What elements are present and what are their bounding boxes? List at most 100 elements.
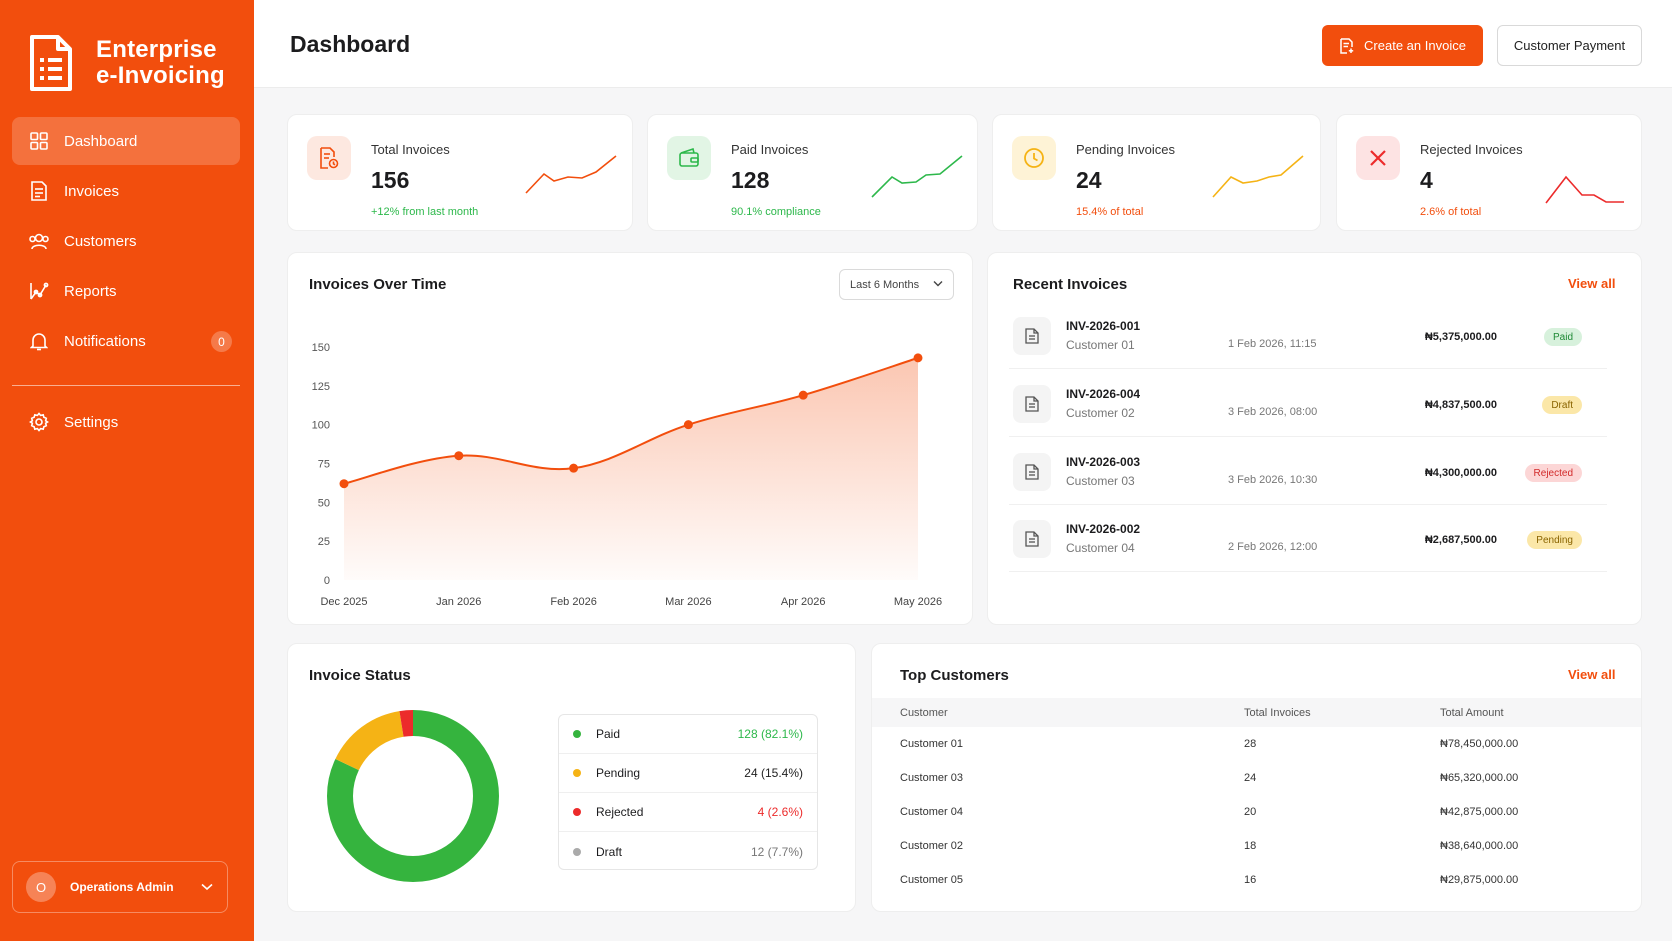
sidebar-item-settings[interactable]: Settings <box>12 398 240 446</box>
table-row[interactable]: Customer 01 28 ₦78,450,000.00 <box>872 727 1641 761</box>
legend-name: Rejected <box>596 805 644 819</box>
time-range-dropdown[interactable]: Last 6 Months <box>839 269 954 300</box>
donut-slice-rejected[interactable] <box>327 710 499 882</box>
document-icon <box>1013 520 1051 558</box>
table-row[interactable]: INV-2026-003 Customer 03 3 Feb 2026, 10:30… <box>1009 439 1607 505</box>
sidebar-item-label: Settings <box>64 413 119 431</box>
data-point[interactable] <box>913 353 923 363</box>
customer-name: Customer 04 <box>900 806 963 818</box>
y-tick-label: 75 <box>318 459 330 471</box>
x-icon <box>1356 136 1400 180</box>
user-menu[interactable]: O Operations Admin <box>12 861 228 913</box>
data-point[interactable] <box>798 390 808 400</box>
legend-value: 24 (15.4%) <box>744 766 803 780</box>
create-invoice-button[interactable]: Create an Invoice <box>1322 25 1483 66</box>
stat-label: Pending Invoices <box>1076 142 1176 157</box>
x-tick-label: Feb 2026 <box>550 596 596 608</box>
column-header: Total Invoices <box>1244 706 1311 719</box>
invoice-customer: Customer 01 <box>1066 338 1135 352</box>
sidebar-nav: Dashboard Invoices Customers Reports Not… <box>12 117 240 448</box>
recent-invoices-view-all-link[interactable]: View all <box>1568 276 1616 291</box>
document-icon <box>1013 453 1051 491</box>
sidebar-item-dashboard[interactable]: Dashboard <box>12 117 240 165</box>
users-icon <box>28 230 50 252</box>
status-badge: Pending <box>1527 531 1582 549</box>
grid-icon <box>28 130 50 152</box>
total-invoices-sparkline <box>525 155 617 194</box>
legend-value: 12 (7.7%) <box>750 844 803 859</box>
invoices-line-chart: 0 25 50 75 100 125 150 Dec 2025 Jan 2026 Feb 2026… <box>312 342 943 608</box>
avatar: O <box>26 872 56 902</box>
brand-name: Enterprise e-Invoicing <box>96 37 225 89</box>
card-title: Top Customers <box>900 667 1009 684</box>
sidebar-item-customers[interactable]: Customers <box>12 217 240 265</box>
table-row[interactable]: INV-2026-004 Customer 02 3 Feb 2026, 08:00… <box>1009 371 1607 437</box>
sidebar-item-label: Customers <box>64 232 137 250</box>
customer-payment-button[interactable]: Customer Payment <box>1497 25 1642 66</box>
data-point[interactable] <box>683 420 693 430</box>
y-tick-label: 100 <box>312 420 330 432</box>
status-legend: Paid 128 (82.1%) Pending 24 (15.4%) Reje… <box>558 714 818 870</box>
stat-card-pending-invoices: Pending Invoices 24 15.4% of total <box>992 114 1321 231</box>
invoice-customer: Customer 04 <box>1066 541 1135 555</box>
table-row[interactable]: Customer 02 18 ₦38,640,000.00 <box>872 829 1641 863</box>
stat-value: 156 <box>371 167 410 193</box>
legend-value: 4 (2.6%) <box>757 805 803 819</box>
customer-name: Customer 03 <box>900 772 963 784</box>
card-title: Invoices Over Time <box>309 276 447 293</box>
invoice-amount: ₦2,687,500.00 <box>1424 534 1497 546</box>
legend-name: Pending <box>596 766 641 780</box>
top-header: Dashboard Create an Invoice Customer Pay… <box>254 0 1672 88</box>
stat-value: 24 <box>1076 167 1102 193</box>
y-tick-label: 50 <box>318 497 330 509</box>
card-title: Recent Invoices <box>1013 276 1128 293</box>
table-row[interactable]: INV-2026-001 Customer 01 1 Feb 2026, 11:15… <box>1009 303 1607 369</box>
stat-value: 4 <box>1420 167 1433 193</box>
area-fill <box>344 357 918 580</box>
sidebar-item-reports[interactable]: Reports <box>12 267 240 315</box>
page-title: Dashboard <box>290 31 411 57</box>
stat-subtext: 2.6% of total <box>1420 206 1482 218</box>
stat-card-paid-invoices: Paid Invoices 128 90.1% compliance <box>647 114 978 231</box>
x-tick-label: Dec 2025 <box>320 596 367 608</box>
sidebar-item-label: Invoices <box>64 182 120 200</box>
invoice-icon <box>28 180 50 202</box>
stat-label: Total Invoices <box>371 142 450 157</box>
invoice-add-icon <box>1340 37 1354 54</box>
legend-name: Draft <box>596 844 623 859</box>
legend-dot <box>573 730 581 738</box>
invoice-date: 2 Feb 2026, 12:00 <box>1228 541 1318 553</box>
data-point[interactable] <box>569 463 579 473</box>
customer-name: Customer 05 <box>900 874 963 886</box>
clock-icon <box>1012 136 1056 180</box>
invoice-customer: Customer 02 <box>1066 406 1135 420</box>
data-point[interactable] <box>454 451 464 461</box>
sidebar-item-invoices[interactable]: Invoices <box>12 167 240 215</box>
pending-invoices-sparkline <box>1212 155 1304 198</box>
sidebar-item-notifications[interactable]: Notifications 0 <box>12 317 240 365</box>
top-customers-view-all-link[interactable]: View all <box>1568 667 1616 682</box>
card-title: Invoice Status <box>309 667 411 684</box>
total-invoices: 18 <box>1244 840 1257 852</box>
data-point[interactable] <box>339 479 349 489</box>
time-range-value: Last 6 Months <box>850 278 920 291</box>
invoice-date: 3 Feb 2026, 10:30 <box>1228 474 1318 486</box>
table-row[interactable]: Customer 03 24 ₦65,320,000.00 <box>872 761 1641 795</box>
y-tick-label: 25 <box>318 536 330 548</box>
stat-label: Paid Invoices <box>731 142 809 157</box>
legend-row-draft: Draft 12 (7.7%) <box>559 832 817 871</box>
sidebar-divider <box>12 385 240 386</box>
invoice-date: 1 Feb 2026, 11:15 <box>1228 338 1317 350</box>
series-line <box>343 356 919 485</box>
invoice-id: INV-2026-002 <box>1066 522 1141 536</box>
notification-count-badge: 0 <box>211 331 232 352</box>
wallet-icon <box>667 136 711 180</box>
table-row[interactable]: Customer 04 20 ₦42,875,000.00 <box>872 795 1641 829</box>
stat-value: 128 <box>731 167 770 193</box>
create-invoice-label: Create an Invoice <box>1364 38 1466 53</box>
x-tick-label: Jan 2026 <box>436 596 481 608</box>
table-row[interactable]: Customer 05 16 ₦29,875,000.00 <box>872 863 1641 897</box>
customer-name: Customer 02 <box>900 840 963 852</box>
invoice-status-card: Invoice Status Paid 128 (82.1%) Pending … <box>287 643 856 912</box>
table-row[interactable]: INV-2026-002 Customer 04 2 Feb 2026, 12:00… <box>1009 506 1607 572</box>
